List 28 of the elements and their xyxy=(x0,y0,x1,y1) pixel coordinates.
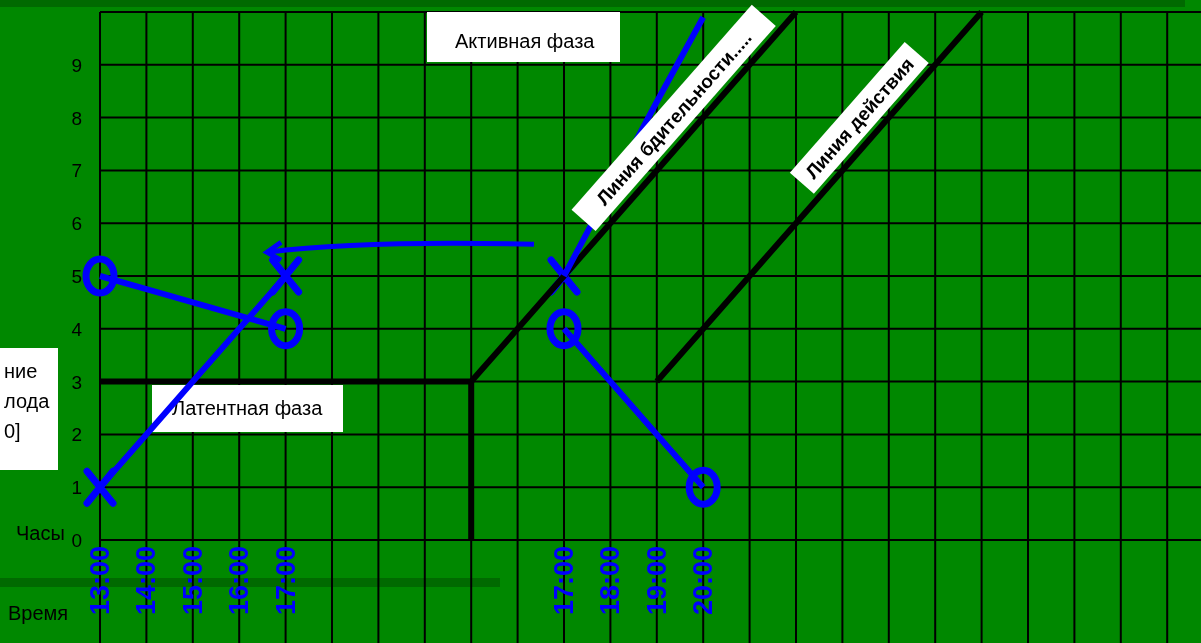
point xyxy=(685,466,721,508)
x-tick-label: 14:00 xyxy=(131,546,162,616)
x-tick-label: 18:00 xyxy=(595,546,626,616)
y-tick-label: 0 xyxy=(71,530,82,551)
x-tick-label: 16:00 xyxy=(224,546,255,616)
y-tick-label: 5 xyxy=(71,266,82,287)
point xyxy=(546,308,582,350)
y-tick-label: 2 xyxy=(71,424,82,446)
x-tick-label: 17:00 xyxy=(549,546,579,616)
x-tick-label: 13:00 xyxy=(85,546,115,616)
x-tick-label: 19:00 xyxy=(641,546,672,616)
point xyxy=(268,308,304,350)
annotation: Латентная фаза xyxy=(172,397,324,419)
x-tick-label: 15:00 xyxy=(177,546,208,616)
annotation: Активная фаза xyxy=(455,30,596,52)
y-tick-label: 6 xyxy=(71,213,82,235)
x-axis-title: Часы xyxy=(16,522,65,544)
y-tick-label: 3 xyxy=(71,371,82,393)
y-tick-label: 9 xyxy=(71,54,82,76)
text: Время xyxy=(8,602,69,624)
y-tick-label: 8 xyxy=(71,107,82,129)
y-tick-label: 7 xyxy=(71,160,82,182)
x-tick-label: 20:00 xyxy=(688,546,719,616)
y-axis-title: ние лода 0] xyxy=(4,360,51,442)
x-tick-label: 17:00 xyxy=(270,546,301,616)
y-tick-label: 4 xyxy=(71,318,83,340)
point xyxy=(82,255,118,297)
y-tick-label: 1 xyxy=(71,477,82,499)
